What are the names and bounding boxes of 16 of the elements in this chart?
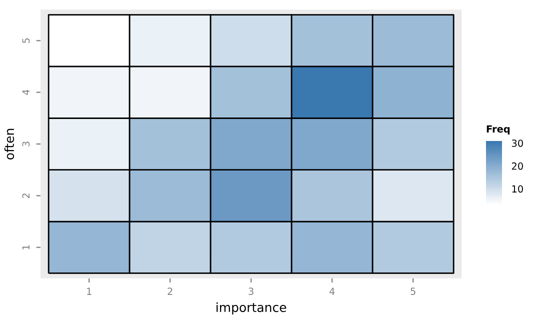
y-tick-label: 3 (22, 142, 30, 146)
y-tick-label: 5 (22, 38, 30, 43)
y-tick-label: 4 (22, 90, 30, 95)
x-tick-label: 3 (248, 288, 254, 295)
x-tick-label: 1 (87, 288, 92, 295)
color-bar-label: 20 (512, 162, 523, 170)
x-axis-title: importance (216, 302, 286, 314)
x-tick-label: 4 (329, 288, 335, 295)
color-bar-label: 30 (512, 140, 523, 147)
x-tick-label: 2 (168, 288, 172, 295)
color-bar-label: 10 (512, 185, 523, 193)
x-tick-label: 5 (410, 288, 416, 295)
y-axis-title: often (4, 128, 14, 160)
color-bar-title: Freq (486, 125, 510, 134)
y-tick-label: 1 (22, 245, 30, 250)
y-tick-label: 2 (22, 194, 30, 198)
